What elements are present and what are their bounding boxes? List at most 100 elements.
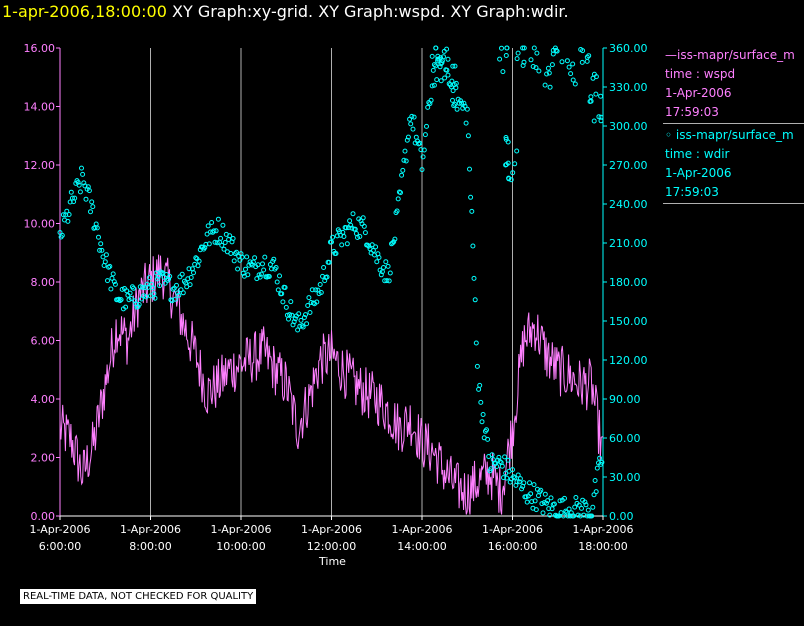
- wdir-point: [250, 259, 256, 265]
- wdir-point: [458, 98, 463, 104]
- wdir-point: [485, 436, 491, 442]
- wdir-point: [530, 64, 536, 69]
- wdir-point: [365, 242, 371, 248]
- wdir-point: [282, 285, 288, 290]
- wdir-point: [546, 506, 552, 512]
- wdir-point: [148, 293, 153, 299]
- wdir-point: [235, 266, 241, 272]
- wdir-point: [140, 284, 146, 290]
- wdir-point: [355, 235, 360, 240]
- wdir-point: [128, 296, 134, 301]
- wdir-point: [383, 259, 389, 265]
- wdir-point: [275, 287, 281, 293]
- wdir-point: [370, 248, 376, 253]
- wdir-point: [503, 53, 509, 58]
- wdir-point: [118, 297, 124, 303]
- wdir-point: [547, 84, 553, 90]
- wdir-point: [153, 270, 159, 276]
- wdir-point: [279, 291, 285, 297]
- wdir-point: [533, 507, 539, 513]
- x-tick-label-date: 1-Apr-2006: [391, 523, 452, 536]
- wdir-point: [514, 56, 520, 62]
- wdir-point: [514, 148, 520, 154]
- wdir-point: [72, 195, 78, 201]
- wdir-point: [538, 487, 544, 493]
- wdir-point: [292, 316, 298, 322]
- wdir-point: [271, 256, 277, 262]
- legend-variable: time : wdir: [665, 147, 730, 161]
- wdir-point: [245, 272, 251, 278]
- wdir-point: [549, 62, 555, 68]
- wdir-point: [570, 77, 576, 83]
- wdir-point: [94, 225, 100, 231]
- wdir-point: [142, 285, 148, 291]
- wdir-point: [588, 94, 594, 100]
- wdir-point: [450, 97, 455, 103]
- wdir-point: [536, 68, 542, 74]
- wdir-point: [573, 495, 579, 500]
- wdir-point: [422, 132, 428, 138]
- x-tick-label-time: 16:00:00: [488, 540, 537, 553]
- legend-series-name: iss-mapr/surface_m: [677, 48, 795, 62]
- wdir-point: [500, 69, 506, 75]
- wdir-point: [401, 157, 407, 163]
- legend-entry-wspd[interactable]: —iss-mapr/surface_m time : wspd 1-Apr-20…: [663, 44, 804, 124]
- wdir-point: [558, 510, 564, 516]
- y-tick-label-right: 210.00: [609, 237, 648, 250]
- wdir-point: [524, 499, 530, 505]
- wdir-point: [196, 258, 202, 264]
- wdir-point: [357, 234, 363, 239]
- wdir-point: [504, 475, 510, 481]
- wdir-point: [506, 175, 512, 181]
- wdir-point: [314, 299, 320, 305]
- wdir-point: [205, 223, 211, 229]
- wdir-point: [369, 242, 375, 248]
- wdir-point: [381, 265, 386, 270]
- wdir-point: [582, 499, 588, 505]
- wdir-point: [131, 285, 136, 291]
- wdir-point: [565, 513, 571, 519]
- wdir-point: [470, 243, 476, 249]
- wdir-point: [186, 266, 192, 272]
- wdir-point: [191, 270, 196, 276]
- wdir-point: [219, 242, 225, 248]
- wdir-point: [521, 45, 527, 51]
- wdir-point: [433, 45, 439, 51]
- wdir-point: [230, 236, 236, 241]
- wdir-point: [586, 53, 592, 59]
- wdir-point: [288, 299, 294, 305]
- wdir-point: [510, 170, 516, 176]
- wdir-point: [168, 297, 174, 303]
- wdir-point: [137, 284, 143, 290]
- x-tick-label-date: 1-Apr-2006: [210, 523, 271, 536]
- wdir-point: [462, 103, 468, 109]
- wdir-point: [75, 179, 81, 185]
- y-tick-label-left: 2.00: [31, 452, 56, 465]
- y-tick-label-right: 120.00: [609, 354, 648, 367]
- wdir-point: [76, 182, 82, 188]
- wdir-point: [283, 304, 289, 310]
- wdir-point: [579, 59, 585, 65]
- wdir-point: [286, 316, 291, 322]
- wdir-point: [374, 259, 380, 265]
- wdir-point: [572, 504, 578, 510]
- x-tick-label-date: 1-Apr-2006: [29, 523, 90, 536]
- wdir-point: [559, 59, 565, 65]
- wdir-point: [143, 294, 149, 300]
- wdir-point: [441, 48, 447, 54]
- wdir-point: [151, 291, 157, 297]
- wdir-point: [435, 58, 441, 64]
- wdir-point: [505, 457, 511, 463]
- wdir-point: [580, 48, 586, 54]
- wdir-point: [240, 270, 246, 276]
- wdir-point: [479, 419, 485, 425]
- x-tick-label-time: 8:00:00: [129, 540, 171, 553]
- wdir-point: [562, 495, 567, 501]
- x-tick-label-date: 1-Apr-2006: [482, 523, 543, 536]
- legend-entry-wdir[interactable]: ◦ iss-mapr/surface_m time : wdir 1-Apr-2…: [663, 124, 804, 204]
- wdir-point: [273, 265, 279, 270]
- wdir-point: [227, 233, 233, 239]
- wdir-point: [589, 513, 595, 519]
- wdir-point: [452, 101, 458, 107]
- wdir-point: [497, 459, 503, 465]
